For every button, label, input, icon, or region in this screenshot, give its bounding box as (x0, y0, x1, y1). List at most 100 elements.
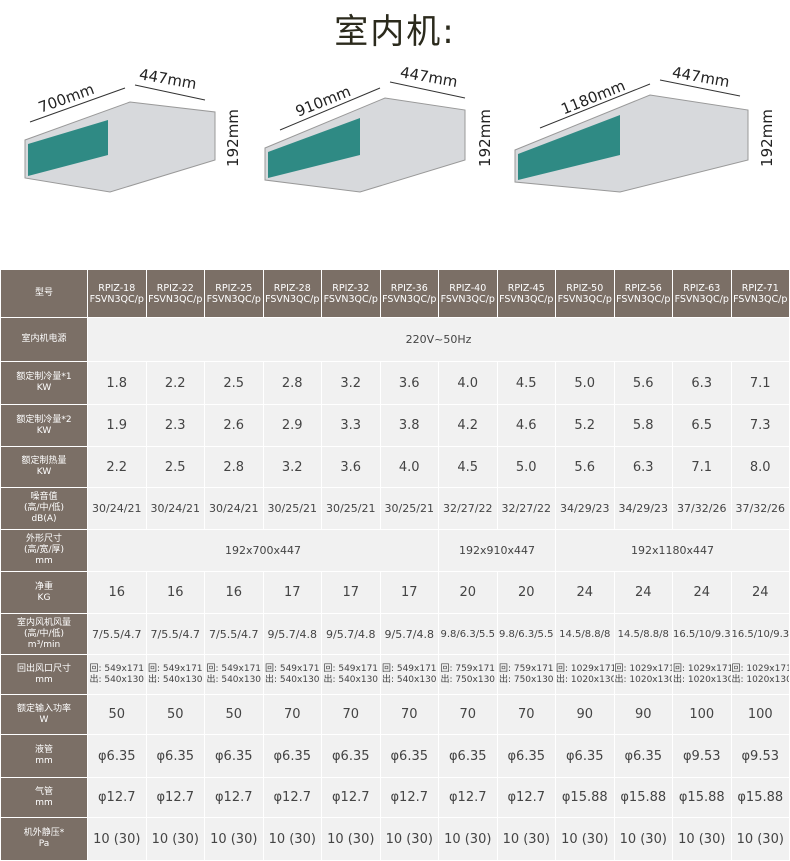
dim-line (134, 84, 206, 101)
spec-cell: 37/32/26 (731, 488, 789, 529)
spec-cell: 30/25/21 (322, 488, 380, 529)
text-line: RPIZ-25 (215, 282, 253, 294)
spec-cell: 2.8 (263, 362, 321, 404)
spec-row: 净重 KG 16 16 16 17 17 17 20 20 24 24 24 24 (1, 572, 789, 613)
spec-cell: 回: 549x171 出: 540x130 (146, 655, 204, 694)
spec-cell: 4.0 (439, 362, 497, 404)
spec-cell: 4.5 (439, 447, 497, 487)
spec-cell: φ6.35 (439, 735, 497, 777)
spec-cell: 回: 549x171 出: 540x130 (322, 655, 380, 694)
spec-cell: 9.8/6.3/5.5 (439, 614, 497, 654)
spec-cell: 2.5 (205, 362, 263, 404)
text-line: FSVN3QC/p (616, 293, 671, 305)
text-line: 回: 549x171 (323, 663, 379, 674)
row-label: 气管 mm (1, 778, 87, 817)
text-line: 室内机电源 (21, 334, 67, 344)
spec-cell: 16 (205, 572, 263, 613)
spec-cell: 回: 1029x171 出: 1020x130 (731, 655, 790, 694)
spec-cell: 5.6 (614, 362, 672, 404)
dim-label: 192mm (476, 109, 494, 167)
spec-cell: 回: 549x171 出: 540x130 (88, 655, 146, 694)
text-line: 回: 549x171 (206, 663, 262, 674)
text-line: RPIZ-45 (507, 282, 545, 294)
spec-cell: 2.2 (146, 362, 204, 404)
spec-cell: 2.3 (146, 405, 204, 446)
header-label: 型号 (1, 270, 87, 317)
spec-cell: 7/5.5/4.7 (205, 614, 263, 654)
text-line: Pa (38, 839, 50, 849)
spec-cell: 6.3 (614, 447, 672, 487)
spec-cell: 8.0 (731, 447, 789, 487)
spec-cell: φ12.7 (146, 778, 204, 817)
dim-line (659, 79, 741, 97)
text-line: 出: 540x130 (147, 674, 203, 685)
spec-cell: 10 (30) (263, 818, 321, 860)
spec-cell: 回: 1029x171 出: 1020x130 (614, 655, 672, 694)
spec-cell: 回: 759x171 出: 750x130 (439, 655, 497, 694)
model-name: RPIZ-40 FSVN3QC/p (439, 270, 497, 317)
spec-cell: 10 (30) (322, 818, 380, 860)
unit-image: 700mm 447mm 192mm (24, 65, 242, 193)
row-label: 室内风机风量 (高/中/低) m³/min (1, 614, 87, 654)
row-label: 室内机电源 (1, 318, 87, 361)
text-line: RPIZ-32 (332, 282, 370, 294)
model-name: RPIZ-25 FSVN3QC/p (205, 270, 263, 317)
model-name: RPIZ-36 FSVN3QC/p (380, 270, 438, 317)
text-line: 出: 1020x130 (731, 674, 790, 685)
text-line: 回: 549x171 (381, 663, 437, 674)
spec-cell: 回: 549x171 出: 540x130 (205, 655, 263, 694)
spec-row: 额定制热量 KW 2.2 2.5 2.8 3.2 3.6 4.0 4.5 5.0 5.6 6.3 7.1… (1, 447, 789, 487)
spec-cell: φ9.53 (673, 735, 731, 777)
row-label: 额定制冷量*2 KW (1, 405, 87, 446)
text-line: KW (36, 425, 52, 436)
spec-cell: 32/27/22 (439, 488, 497, 529)
spec-cell: 30/24/21 (88, 488, 146, 529)
text-line: 外形尺寸 (25, 534, 62, 544)
text-line: FSVN3QC/p (89, 293, 144, 305)
spec-cell: 70 (439, 695, 497, 734)
unit-body (24, 101, 216, 193)
spec-cell: φ12.7 (380, 778, 438, 817)
text-line: FSVN3QC/p (733, 293, 788, 305)
spec-cell: 9.8/6.3/5.5 (497, 614, 555, 654)
spec-row: 室内风机风量 (高/中/低) m³/min 7/5.5/4.7 7/5.5/4.7 7/5… (1, 614, 789, 654)
spec-cell: 24 (731, 572, 789, 613)
spec-cell: 4.5 (497, 362, 555, 404)
spec-cell: 14.5/8.8/8 (614, 614, 672, 654)
text-line: (高/中/低) (23, 628, 65, 639)
row-label: 噪音值 (高/中/低) dB(A) (1, 488, 87, 529)
row-label: 液管 mm (1, 735, 87, 777)
text-line: 出: 540x130 (89, 674, 145, 685)
text-line: 额定制冷量*2 (16, 414, 72, 425)
spec-cell: 回: 1029x171 出: 1020x130 (673, 655, 731, 694)
spec-cell: 3.2 (263, 447, 321, 487)
page-title: 室内机: (334, 12, 456, 52)
spec-cell: 17 (380, 572, 438, 613)
text-line: RPIZ-50 (566, 282, 604, 294)
dim-line (279, 87, 381, 131)
spec-cell: 32/27/22 (497, 488, 555, 529)
row-label: 外形尺寸 (高/宽/厚) mm (1, 530, 87, 571)
spec-cell: 17 (322, 572, 380, 613)
spec-cell: 5.8 (614, 405, 672, 446)
spec-cell: 3.6 (322, 447, 380, 487)
spec-table: 型号 RPIZ-18 FSVN3QC/p RPIZ-22 FSVN3QC/p RPIZ-2… (0, 269, 790, 861)
spec-cell: φ9.53 (731, 735, 789, 777)
model-name: RPIZ-32 FSVN3QC/p (322, 270, 380, 317)
text-line: 回: 549x171 (264, 663, 320, 674)
spec-cell: 5.0 (556, 362, 614, 404)
spec-cell: 16.5/10/9.3 (673, 614, 731, 654)
spec-cell: 4.6 (497, 405, 555, 446)
model-name: RPIZ-18 FSVN3QC/p (88, 270, 146, 317)
spec-cell: 70 (380, 695, 438, 734)
spec-cell: 34/29/23 (556, 488, 614, 529)
spec-cell: φ12.7 (88, 778, 146, 817)
spec-cell: 24 (556, 572, 614, 613)
text-line: 出: 540x130 (323, 674, 379, 685)
spec-cell: φ6.35 (146, 735, 204, 777)
text-line: 额定制冷量*1 (16, 372, 72, 382)
spec-cell: 24 (614, 572, 672, 613)
spec-cell: 7.1 (731, 362, 789, 404)
text-line: 气管 (34, 786, 53, 797)
spec-cell: φ12.7 (205, 778, 263, 817)
